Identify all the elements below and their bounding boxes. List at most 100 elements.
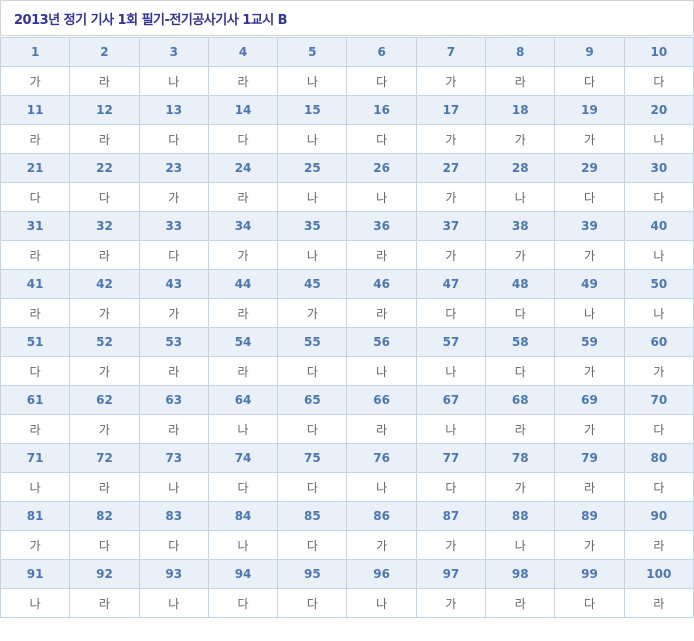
answer-cell: 가	[415, 588, 487, 618]
question-number-cell: 78	[485, 443, 556, 473]
question-number-cell: 7	[415, 37, 487, 67]
question-number-cell: 41	[0, 269, 71, 299]
question-number-cell: 63	[138, 385, 209, 415]
answer-cell: 다	[485, 356, 556, 386]
answer-cell: 라	[623, 588, 694, 618]
question-number-cell: 13	[138, 95, 209, 125]
answer-cell: 다	[138, 240, 209, 270]
question-number-cell: 24	[207, 153, 279, 183]
answer-cell: 다	[138, 124, 209, 154]
answer-cell: 가	[554, 414, 625, 444]
question-number-cell: 22	[69, 153, 140, 183]
answer-cell: 라	[207, 66, 279, 96]
answer-table-body: 1 2 3 4 5 6 7 8 9 10 가 라 나 라 나 다 가 라 다 다 11 12 13 14 15 16 17 18 19 2…	[0, 37, 694, 618]
answer-cell: 나	[415, 414, 487, 444]
answer-cell: 나	[623, 240, 694, 270]
answer-cell: 다	[69, 182, 140, 212]
answer-cell: 나	[485, 182, 556, 212]
question-number-cell: 88	[485, 501, 556, 531]
question-number-cell: 81	[0, 501, 71, 531]
question-number-cell: 9	[554, 37, 625, 67]
answer-cell: 나	[346, 182, 417, 212]
question-number-row: 31 32 33 34 35 36 37 38 39 40	[0, 211, 694, 241]
answer-cell: 가	[554, 530, 625, 560]
question-number-cell: 46	[346, 269, 417, 299]
answer-cell: 나	[277, 240, 348, 270]
answer-cell: 라	[554, 472, 625, 502]
answer-cell: 가	[69, 414, 140, 444]
question-number-cell: 94	[207, 559, 279, 589]
answer-cell: 라	[207, 182, 279, 212]
answer-cell: 다	[0, 356, 71, 386]
question-number-cell: 57	[415, 327, 487, 357]
answer-cell: 가	[554, 240, 625, 270]
answer-cell: 나	[277, 124, 348, 154]
question-number-row: 51 52 53 54 55 56 57 58 59 60	[0, 327, 694, 357]
answer-cell: 가	[277, 298, 348, 328]
question-number-cell: 50	[623, 269, 694, 299]
question-number-cell: 31	[0, 211, 71, 241]
answer-cell: 다	[207, 124, 279, 154]
answer-cell: 나	[554, 298, 625, 328]
question-number-cell: 85	[277, 501, 348, 531]
question-number-cell: 84	[207, 501, 279, 531]
answer-cell: 가	[346, 530, 417, 560]
question-number-cell: 96	[346, 559, 417, 589]
question-number-cell: 2	[69, 37, 140, 67]
question-number-cell: 74	[207, 443, 279, 473]
answer-cell: 나	[207, 414, 279, 444]
question-number-cell: 89	[554, 501, 625, 531]
question-number-cell: 77	[415, 443, 487, 473]
question-number-cell: 33	[138, 211, 209, 241]
answer-cell: 다	[207, 472, 279, 502]
question-number-cell: 61	[0, 385, 71, 415]
answer-cell: 나	[207, 530, 279, 560]
answer-cell: 다	[623, 66, 694, 96]
question-number-cell: 23	[138, 153, 209, 183]
question-number-cell: 40	[623, 211, 694, 241]
answer-cell: 다	[138, 530, 209, 560]
answer-cell: 다	[277, 414, 348, 444]
answer-cell: 라	[69, 472, 140, 502]
question-number-cell: 67	[415, 385, 487, 415]
question-number-cell: 3	[138, 37, 209, 67]
answer-cell: 다	[623, 182, 694, 212]
question-number-cell: 48	[485, 269, 556, 299]
question-number-cell: 29	[554, 153, 625, 183]
question-number-cell: 8	[485, 37, 556, 67]
answer-cell: 나	[0, 472, 71, 502]
question-number-cell: 92	[69, 559, 140, 589]
answer-cell: 다	[623, 414, 694, 444]
question-number-cell: 60	[623, 327, 694, 357]
answer-cell: 다	[277, 588, 348, 618]
question-number-cell: 59	[554, 327, 625, 357]
question-number-cell: 38	[485, 211, 556, 241]
answer-cell: 라	[207, 356, 279, 386]
answer-cell: 라	[623, 530, 694, 560]
question-number-cell: 62	[69, 385, 140, 415]
answer-cell: 가	[415, 530, 487, 560]
answer-cell: 라	[485, 414, 556, 444]
answer-cell: 가	[0, 530, 71, 560]
answer-cell: 나	[346, 588, 417, 618]
answer-cell: 나	[623, 124, 694, 154]
answer-cell: 가	[415, 182, 487, 212]
answer-cell: 나	[277, 66, 348, 96]
question-number-cell: 42	[69, 269, 140, 299]
question-number-cell: 30	[623, 153, 694, 183]
answer-cell: 라	[0, 298, 71, 328]
answer-cell: 라	[0, 240, 71, 270]
answer-cell: 가	[485, 240, 556, 270]
question-number-row: 91 92 93 94 95 96 97 98 99 100	[0, 559, 694, 589]
answer-cell: 다	[0, 182, 71, 212]
question-number-cell: 90	[623, 501, 694, 531]
answer-cell: 다	[554, 182, 625, 212]
question-number-cell: 43	[138, 269, 209, 299]
question-number-cell: 1	[0, 37, 71, 67]
answer-cell: 나	[485, 530, 556, 560]
question-number-cell: 37	[415, 211, 487, 241]
answer-cell: 다	[554, 66, 625, 96]
